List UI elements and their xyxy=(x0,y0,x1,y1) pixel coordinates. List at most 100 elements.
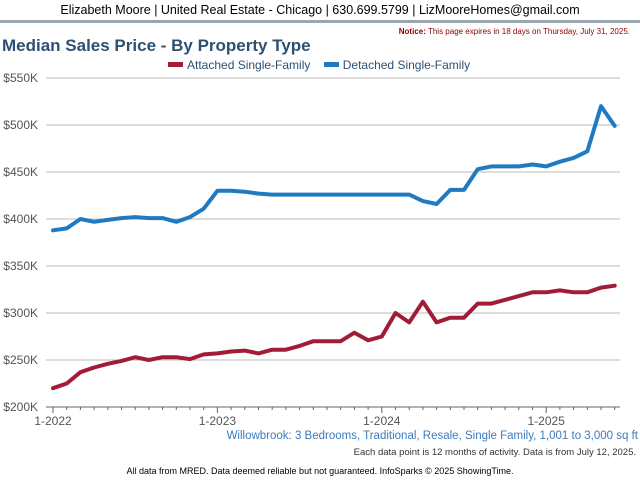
data-point-attached[interactable] xyxy=(202,352,206,356)
data-point-detached[interactable] xyxy=(161,216,165,220)
data-point-detached[interactable] xyxy=(435,202,439,206)
data-point-attached[interactable] xyxy=(530,290,535,294)
data-point-detached[interactable] xyxy=(448,188,452,192)
y-tick-label: $400K xyxy=(3,212,38,226)
data-point-attached[interactable] xyxy=(161,355,165,359)
data-point-detached[interactable] xyxy=(421,199,425,203)
data-point-detached[interactable] xyxy=(489,164,493,168)
data-point-detached[interactable] xyxy=(407,192,411,197)
data-point-detached[interactable] xyxy=(476,167,480,171)
legend-label-attached: Attached Single-Family xyxy=(187,58,311,72)
data-point-detached[interactable] xyxy=(585,149,589,153)
data-point-detached[interactable] xyxy=(380,192,384,197)
data-point-attached[interactable] xyxy=(65,381,69,386)
data-point-detached[interactable] xyxy=(256,192,261,196)
data-point-detached[interactable] xyxy=(558,160,562,164)
data-point-detached[interactable] xyxy=(51,228,55,232)
data-point-attached[interactable] xyxy=(325,339,329,343)
legend-item-detached[interactable]: Detached Single-Family xyxy=(323,58,470,72)
data-point-attached[interactable] xyxy=(298,344,302,348)
data-point-attached[interactable] xyxy=(572,290,576,294)
data-point-detached[interactable] xyxy=(174,220,178,224)
data-point-attached[interactable] xyxy=(489,302,493,306)
data-point-detached[interactable] xyxy=(517,164,521,168)
header-divider xyxy=(0,20,640,23)
data-point-detached[interactable] xyxy=(270,192,274,197)
data-point-attached[interactable] xyxy=(517,294,521,298)
data-point-attached[interactable] xyxy=(380,334,384,339)
data-point-detached[interactable] xyxy=(530,162,535,167)
data-point-attached[interactable] xyxy=(188,357,192,361)
data-point-attached[interactable] xyxy=(585,290,589,294)
data-point-detached[interactable] xyxy=(613,124,617,128)
data-point-attached[interactable] xyxy=(243,349,247,353)
data-point-detached[interactable] xyxy=(284,192,288,197)
data-point-detached[interactable] xyxy=(133,215,137,219)
legend-item-attached[interactable]: Attached Single-Family xyxy=(168,58,310,72)
data-point-attached[interactable] xyxy=(435,320,439,324)
series-line-detached[interactable] xyxy=(51,104,617,233)
data-point-attached[interactable] xyxy=(256,351,261,356)
data-point-attached[interactable] xyxy=(147,358,151,362)
data-point-attached[interactable] xyxy=(51,386,55,390)
data-point-attached[interactable] xyxy=(421,300,425,304)
data-point-attached[interactable] xyxy=(106,362,110,366)
line-chart: $200K $250K $300K $350K $400K $450K $500K $550K… xyxy=(3,71,620,425)
data-point-detached[interactable] xyxy=(188,215,192,219)
data-point-attached[interactable] xyxy=(476,302,480,306)
data-point-detached[interactable] xyxy=(119,216,124,220)
data-point-detached[interactable] xyxy=(92,220,96,224)
legend-swatch-detached xyxy=(323,62,339,68)
data-point-detached[interactable] xyxy=(544,164,548,168)
y-tick-label: $450K xyxy=(3,165,38,179)
data-point-attached[interactable] xyxy=(503,298,507,302)
data-point-detached[interactable] xyxy=(325,192,329,197)
data-point-detached[interactable] xyxy=(65,226,69,230)
data-point-attached[interactable] xyxy=(229,349,233,354)
notice-text: This page expires in 18 days on Thursday… xyxy=(427,27,630,36)
data-point-attached[interactable] xyxy=(366,338,370,342)
data-point-attached[interactable] xyxy=(284,348,288,352)
data-point-detached[interactable] xyxy=(503,164,507,168)
data-point-attached[interactable] xyxy=(215,351,219,356)
data-point-attached[interactable] xyxy=(78,370,82,374)
data-point-attached[interactable] xyxy=(448,316,452,320)
data-point-detached[interactable] xyxy=(462,188,466,192)
data-point-detached[interactable] xyxy=(298,192,302,197)
data-point-detached[interactable] xyxy=(311,192,315,197)
data-point-detached[interactable] xyxy=(147,216,151,220)
data-point-attached[interactable] xyxy=(462,316,466,320)
x-tick-label: 1-2024 xyxy=(363,414,401,425)
data-point-detached[interactable] xyxy=(572,156,576,160)
data-point-detached[interactable] xyxy=(215,189,219,193)
y-tick-label: $350K xyxy=(3,259,38,273)
chart-title: Median Sales Price - By Property Type xyxy=(2,36,311,55)
data-point-attached[interactable] xyxy=(393,311,398,315)
data-point-detached[interactable] xyxy=(599,104,603,108)
data-point-attached[interactable] xyxy=(92,365,96,370)
y-tick-label: $200K xyxy=(3,400,38,414)
data-point-attached[interactable] xyxy=(339,339,343,343)
data-point-detached[interactable] xyxy=(366,192,370,197)
data-point-attached[interactable] xyxy=(558,288,562,293)
data-point-detached[interactable] xyxy=(202,207,206,211)
data-point-attached[interactable] xyxy=(311,339,315,343)
data-point-attached[interactable] xyxy=(613,284,617,288)
data-point-detached[interactable] xyxy=(106,218,110,222)
data-point-detached[interactable] xyxy=(339,192,343,197)
data-point-detached[interactable] xyxy=(78,217,82,221)
data-point-attached[interactable] xyxy=(270,348,274,352)
data-point-attached[interactable] xyxy=(133,355,137,359)
data-point-detached[interactable] xyxy=(243,190,247,194)
x-tick-label: 1-2022 xyxy=(34,414,72,425)
data-point-detached[interactable] xyxy=(393,192,398,197)
data-point-detached[interactable] xyxy=(352,192,356,197)
data-point-attached[interactable] xyxy=(119,359,124,363)
data-point-detached[interactable] xyxy=(229,189,233,193)
data-point-attached[interactable] xyxy=(544,290,548,294)
data-point-attached[interactable] xyxy=(599,286,603,290)
series-line-attached[interactable] xyxy=(51,283,617,391)
data-point-attached[interactable] xyxy=(174,355,178,359)
data-point-attached[interactable] xyxy=(352,331,356,335)
data-point-attached[interactable] xyxy=(407,320,411,324)
